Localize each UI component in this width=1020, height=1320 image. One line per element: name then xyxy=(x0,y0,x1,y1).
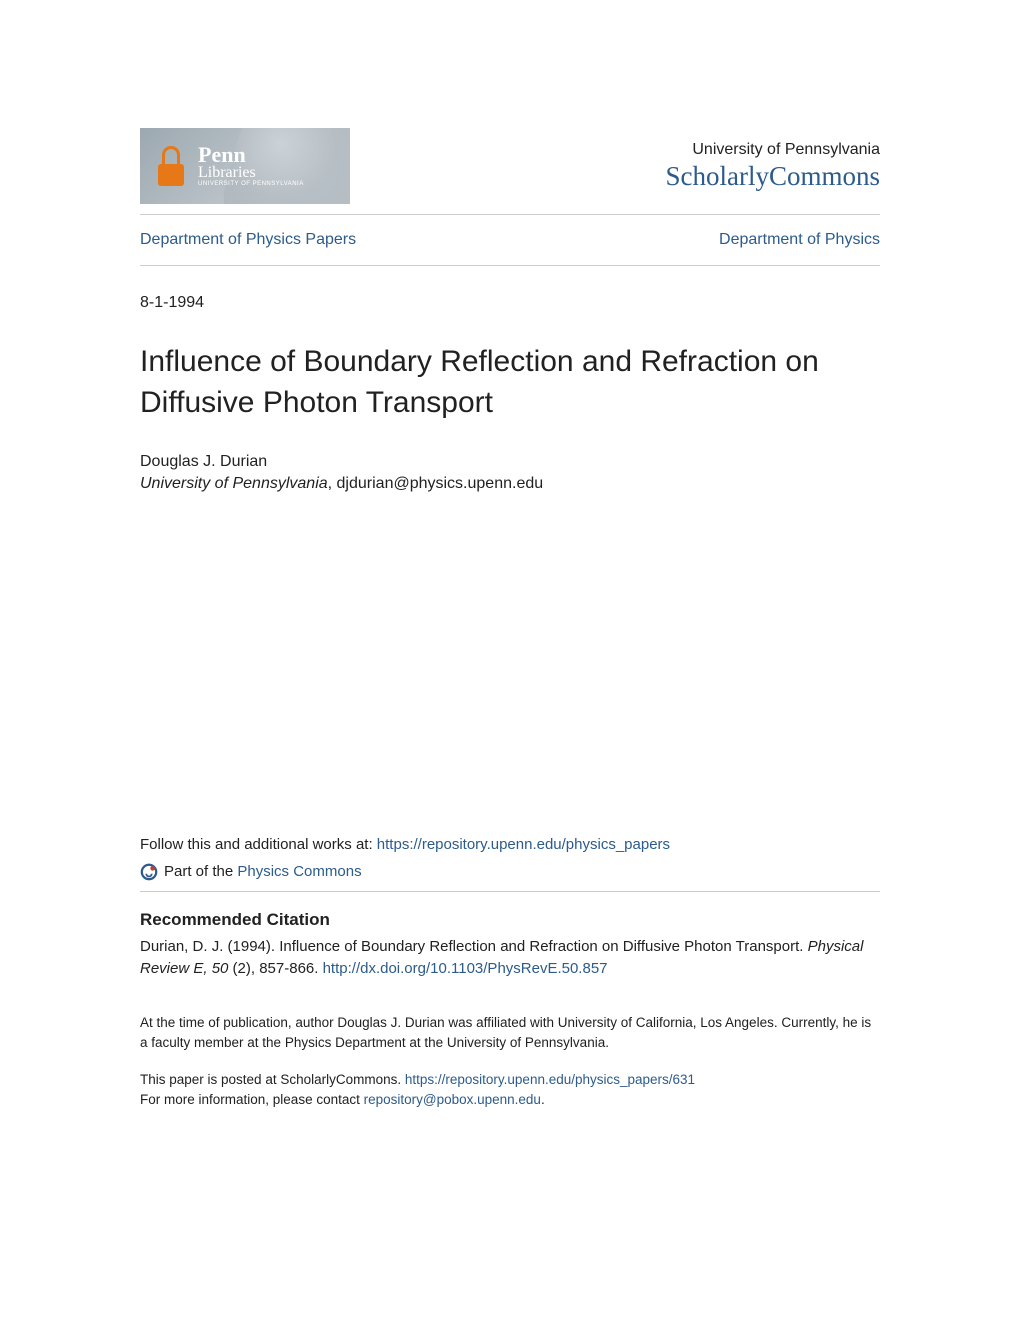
publication-date: 8-1-1994 xyxy=(140,294,880,312)
university-name: University of Pennsylvania xyxy=(666,141,881,159)
logo-subtitle: UNIVERSITY of PENNSYLVANIA xyxy=(198,181,304,187)
citation-text: Durian, D. J. (1994). Influence of Bound… xyxy=(140,936,880,980)
penn-libraries-logo[interactable]: Penn Libraries UNIVERSITY of PENNSYLVANI… xyxy=(140,128,350,204)
divider xyxy=(140,214,880,215)
author-affiliation-line: University of Pennsylvania, djdurian@phy… xyxy=(140,473,880,495)
footer-line1: This paper is posted at ScholarlyCommons… xyxy=(140,1070,880,1090)
network-text: Part of the Physics Commons xyxy=(164,863,362,880)
follow-block: Follow this and additional works at: htt… xyxy=(140,836,880,853)
header-right: University of Pennsylvania ScholarlyComm… xyxy=(666,141,881,192)
breadcrumb-department-link[interactable]: Department of Physics xyxy=(719,231,880,249)
logo-libraries: Libraries xyxy=(198,165,304,181)
logo-penn: Penn xyxy=(198,145,304,165)
footer-line2: For more information, please contact rep… xyxy=(140,1090,880,1110)
author-block: Douglas J. Durian University of Pennsylv… xyxy=(140,451,880,496)
footer-line2-suffix: . xyxy=(541,1092,545,1107)
follow-label: Follow this and additional works at: xyxy=(140,836,377,853)
divider xyxy=(140,265,880,266)
author-note: At the time of publication, author Dougl… xyxy=(140,1013,880,1052)
scholarly-commons-link[interactable]: ScholarlyCommons xyxy=(666,161,881,191)
header: Penn Libraries UNIVERSITY of PENNSYLVANI… xyxy=(140,128,880,204)
author-affiliation: University of Pennsylvania xyxy=(140,475,328,492)
footer-line2-prefix: For more information, please contact xyxy=(140,1092,364,1107)
paper-title: Influence of Boundary Reflection and Ref… xyxy=(140,342,880,423)
footer-contact-link[interactable]: repository@pobox.upenn.edu xyxy=(364,1092,541,1107)
footer-line1-prefix: This paper is posted at ScholarlyCommons… xyxy=(140,1072,405,1087)
follow-link[interactable]: https://repository.upenn.edu/physics_pap… xyxy=(377,836,670,853)
breadcrumb: Department of Physics Papers Department … xyxy=(140,225,880,255)
breadcrumb-collection-link[interactable]: Department of Physics Papers xyxy=(140,231,356,249)
network-commons-link[interactable]: Physics Commons xyxy=(237,863,361,880)
citation-heading: Recommended Citation xyxy=(140,910,880,930)
citation-doi-link[interactable]: http://dx.doi.org/10.1103/PhysRevE.50.85… xyxy=(323,960,608,977)
network-row: Part of the Physics Commons xyxy=(140,863,880,881)
author-email: , djdurian@physics.upenn.edu xyxy=(328,475,544,492)
divider xyxy=(140,891,880,892)
logo-text: Penn Libraries UNIVERSITY of PENNSYLVANI… xyxy=(198,145,304,187)
network-prefix: Part of the xyxy=(164,863,237,880)
open-access-lock-icon xyxy=(156,146,186,186)
network-icon xyxy=(140,863,158,881)
author-name: Douglas J. Durian xyxy=(140,451,880,473)
citation-pages: (2), 857-866. xyxy=(228,960,322,977)
footer-note: This paper is posted at ScholarlyCommons… xyxy=(140,1070,880,1109)
citation-prefix: Durian, D. J. (1994). Influence of Bound… xyxy=(140,938,808,955)
footer-repo-link[interactable]: https://repository.upenn.edu/physics_pap… xyxy=(405,1072,695,1087)
